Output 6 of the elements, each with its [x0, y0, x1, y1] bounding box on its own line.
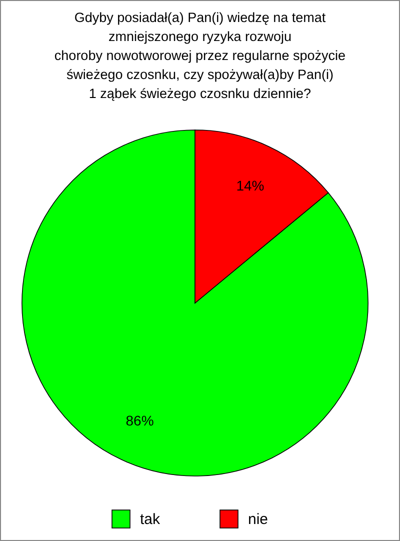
data-label: 86% [126, 412, 154, 428]
data-label: 14% [236, 178, 264, 194]
legend-label: tak [140, 511, 161, 528]
chart-title: Gdyby posiadał(a) Pan(i) wiedzę na temat zmniejszonego ryzyka rozwoju choroby nowotworowej przez regularne spożycie świeżego czosnku, czy spożywał(a)by Pan(i) 1 ząbek świeżego czosnku dziennie? [54, 10, 346, 101]
legend-label: nie [248, 511, 268, 528]
pie-slice [22, 130, 368, 476]
